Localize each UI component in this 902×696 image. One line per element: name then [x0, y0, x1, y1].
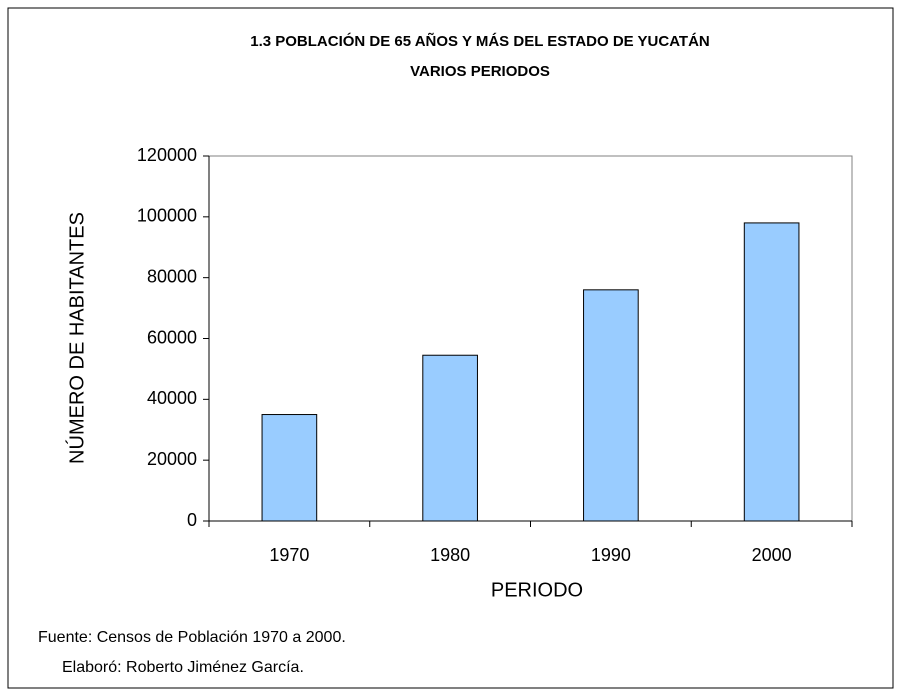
- y-tick-label: 0: [187, 510, 197, 530]
- x-tick-label: 1970: [269, 545, 309, 565]
- bar: [422, 354, 478, 522]
- y-tick-label: 20000: [147, 449, 197, 469]
- y-axis-label: NÚMERO DE HABITANTES: [65, 212, 88, 464]
- x-tick-label: 2000: [752, 545, 792, 565]
- bar: [261, 414, 318, 522]
- y-tick-label: 80000: [147, 266, 197, 286]
- author-note: Elaboró: Roberto Jiménez García.: [62, 659, 304, 676]
- y-tick-label: 40000: [147, 388, 197, 408]
- y-tick-label: 120000: [137, 145, 197, 165]
- x-tick-label: 1990: [591, 545, 631, 565]
- y-tick-label: 60000: [147, 327, 197, 347]
- chart-subtitle: VARIOS PERIODOS: [410, 63, 550, 80]
- bar: [583, 289, 639, 522]
- chart-title: 1.3 POBLACIÓN DE 65 AÑOS Y MÁS DEL ESTAD…: [250, 32, 710, 50]
- x-tick-label: 1980: [430, 545, 470, 565]
- bar: [743, 222, 800, 522]
- y-tick-label: 100000: [137, 206, 197, 226]
- x-axis-label: PERIODO: [491, 579, 583, 601]
- source-note: Fuente: Censos de Población 1970 a 2000.: [38, 629, 346, 646]
